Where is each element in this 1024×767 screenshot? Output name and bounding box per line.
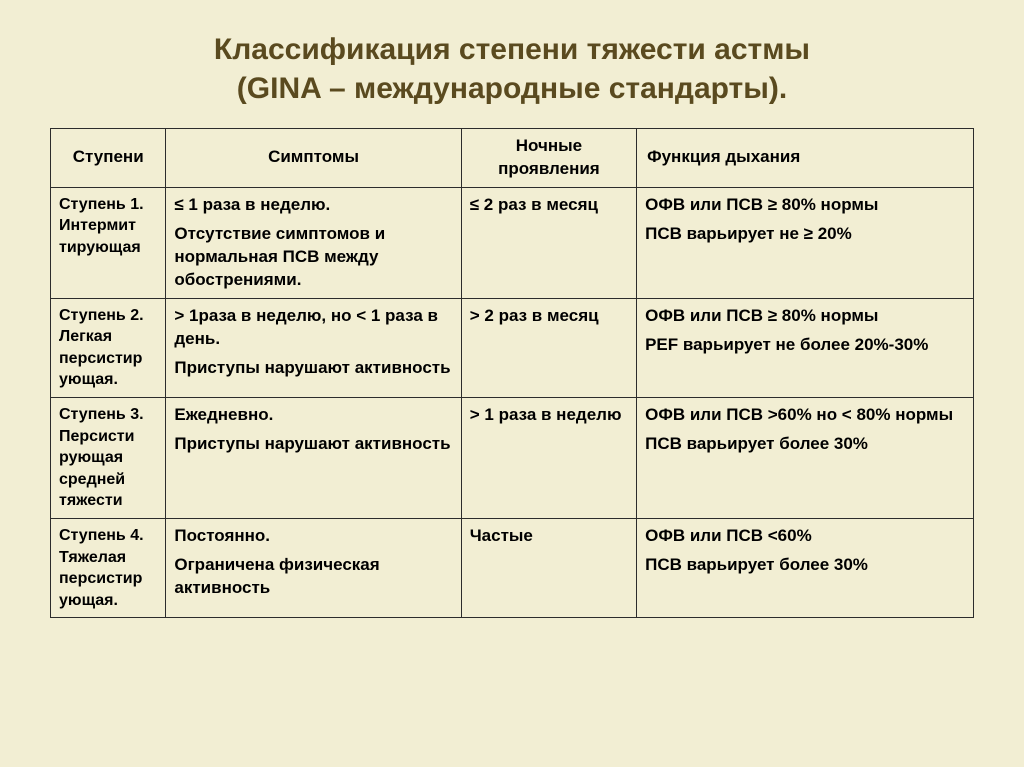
stage-num: Ступень 1. xyxy=(59,196,144,213)
cell-night: > 2 раз в месяц xyxy=(461,298,636,397)
cell-func: ОФВ или ПСВ ≥ 80% нормы ПСВ варьирует не… xyxy=(637,187,974,298)
func-line: ОФВ или ПСВ ≥ 80% нормы xyxy=(645,305,965,328)
cell-stage: Ступень 4. Тяжелая персистир ующая. xyxy=(51,518,166,617)
func-line: ОФВ или ПСВ ≥ 80% нормы xyxy=(645,194,965,217)
table-row: Ступень 1. Интермит тирующая ≤ 1 раза в … xyxy=(51,187,974,298)
table-header-row: Ступени Симптомы Ночные проявления Функц… xyxy=(51,129,974,188)
symptoms-line: Ежедневно. xyxy=(174,404,452,427)
stage-name: Легкая персистир ующая. xyxy=(59,328,142,388)
func-line: PEF варьирует не более 20%-30% xyxy=(645,334,965,357)
stage-num: Ступень 4. xyxy=(59,527,144,544)
stage-num: Ступень 3. xyxy=(59,406,144,423)
cell-func: ОФВ или ПСВ >60% но < 80% нормы ПСВ варь… xyxy=(637,398,974,519)
slide-title: Классификация степени тяжести астмы (GIN… xyxy=(50,30,974,108)
cell-symptoms: ≤ 1 раза в неделю. Отсутствие симптомов … xyxy=(166,187,461,298)
cell-symptoms: > 1раза в неделю, но < 1 раза в день. Пр… xyxy=(166,298,461,397)
cell-stage: Ступень 1. Интермит тирующая xyxy=(51,187,166,298)
table-row: Ступень 3. Персисти рующая средней тяжес… xyxy=(51,398,974,519)
symptoms-line: Ограничена физическая активность xyxy=(174,554,452,600)
cell-func: ОФВ или ПСВ <60% ПСВ варьирует более 30% xyxy=(637,518,974,617)
symptoms-line: Отсутствие симптомов и нормальная ПСВ ме… xyxy=(174,223,452,292)
table-row: Ступень 4. Тяжелая персистир ующая. Пост… xyxy=(51,518,974,617)
stage-num: Ступень 2. xyxy=(59,307,144,324)
header-night: Ночные проявления xyxy=(461,129,636,188)
func-line: ОФВ или ПСВ <60% xyxy=(645,525,965,548)
title-line-1: Классификация степени тяжести астмы xyxy=(214,33,810,66)
stage-name: Тяжелая персистир ующая. xyxy=(59,549,142,609)
cell-night: ≤ 2 раз в месяц xyxy=(461,187,636,298)
header-symptoms: Симптомы xyxy=(166,129,461,188)
cell-stage: Ступень 2. Легкая персистир ующая. xyxy=(51,298,166,397)
cell-symptoms: Постоянно. Ограничена физическая активно… xyxy=(166,518,461,617)
title-line-2: (GINA – международные стандарты). xyxy=(237,72,787,105)
symptoms-line: > 1раза в неделю, но < 1 раза в день. xyxy=(174,305,452,351)
symptoms-line: Приступы нарушают активность xyxy=(174,433,452,456)
cell-night: > 1 раза в неделю xyxy=(461,398,636,519)
symptoms-line: Постоянно. xyxy=(174,525,452,548)
header-stage: Ступени xyxy=(51,129,166,188)
cell-symptoms: Ежедневно. Приступы нарушают активность xyxy=(166,398,461,519)
cell-night: Частые xyxy=(461,518,636,617)
symptoms-line: Приступы нарушают активность xyxy=(174,357,452,380)
header-func: Функция дыхания xyxy=(637,129,974,188)
stage-name: Интермит тирующая xyxy=(59,217,141,256)
stage-name: Персисти рующая средней тяжести xyxy=(59,428,134,510)
table-row: Ступень 2. Легкая персистир ующая. > 1ра… xyxy=(51,298,974,397)
func-line: ПСВ варьирует не ≥ 20% xyxy=(645,223,965,246)
cell-stage: Ступень 3. Персисти рующая средней тяжес… xyxy=(51,398,166,519)
symptoms-line: ≤ 1 раза в неделю. xyxy=(174,194,452,217)
func-line: ПСВ варьирует более 30% xyxy=(645,433,965,456)
classification-table: Ступени Симптомы Ночные проявления Функц… xyxy=(50,128,974,618)
func-line: ПСВ варьирует более 30% xyxy=(645,554,965,577)
cell-func: ОФВ или ПСВ ≥ 80% нормы PEF варьирует не… xyxy=(637,298,974,397)
func-line: ОФВ или ПСВ >60% но < 80% нормы xyxy=(645,404,965,427)
